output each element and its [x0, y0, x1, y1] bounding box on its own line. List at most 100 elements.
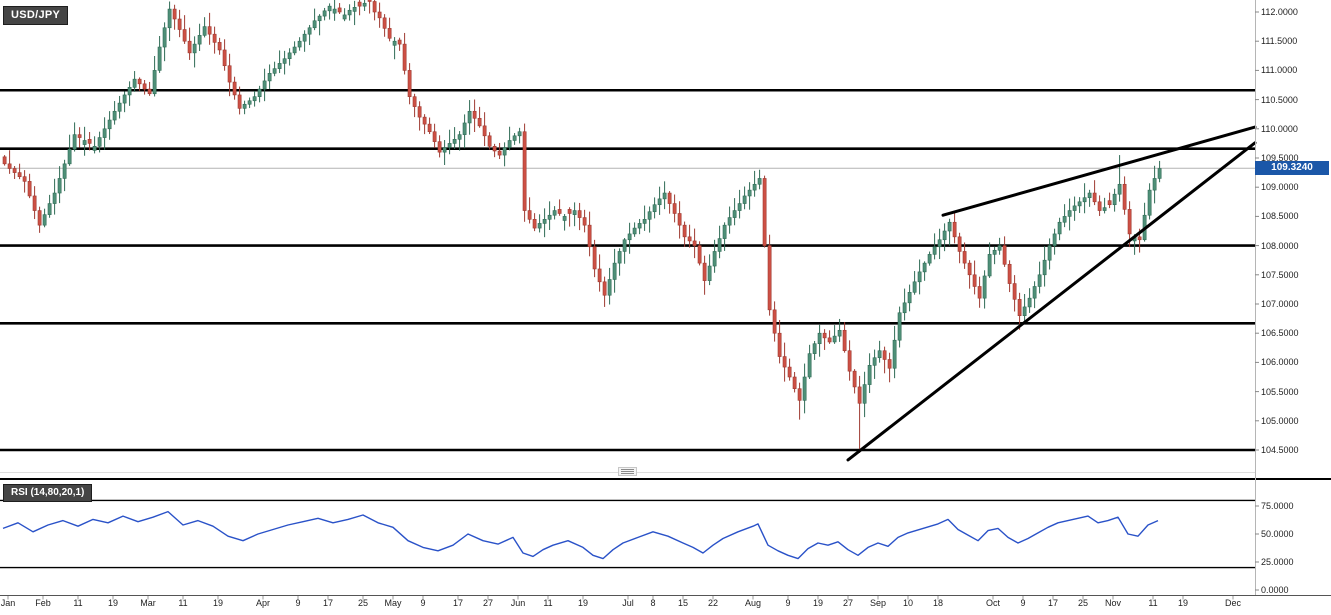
candle-body	[1047, 245, 1052, 261]
candle-body	[127, 87, 132, 96]
candle-body	[892, 339, 897, 369]
candle-body	[952, 221, 957, 238]
candle-body	[637, 223, 642, 229]
price-axis-label: 111.5000	[1261, 36, 1298, 47]
candle-body	[332, 8, 337, 14]
candle-body	[747, 189, 752, 197]
candle-body	[802, 376, 807, 401]
candle-body	[797, 388, 802, 401]
candle-body	[57, 178, 62, 194]
candle-body	[462, 122, 467, 135]
candle-body	[337, 7, 342, 13]
candle-body	[1087, 192, 1092, 199]
candle-body	[617, 251, 622, 264]
candle-body	[717, 238, 722, 252]
candle-body	[772, 309, 777, 334]
trendline	[846, 141, 1257, 462]
candle-body	[752, 183, 757, 191]
candle-body	[477, 117, 482, 127]
time-axis-label: 8	[650, 598, 656, 608]
candle-body	[97, 137, 102, 147]
candle-body	[572, 210, 577, 215]
candle-body	[302, 33, 307, 42]
candle-body	[217, 42, 222, 51]
candle-body	[162, 27, 167, 48]
candle-body	[357, 1, 362, 7]
candle-body	[692, 240, 697, 246]
candle-body	[237, 94, 242, 109]
candle-body	[482, 125, 487, 137]
candle-body	[107, 119, 112, 130]
time-axis-label: May	[384, 598, 402, 608]
candle-body	[67, 148, 72, 165]
candle-body	[792, 376, 797, 389]
candle-body	[787, 366, 792, 378]
price-axis-label: 110.5000	[1261, 94, 1298, 105]
candle-body	[417, 106, 422, 118]
candle-body	[517, 131, 522, 137]
candle-body	[587, 224, 592, 248]
candle-body	[682, 224, 687, 238]
candle-body	[1002, 245, 1007, 265]
candle-body	[577, 210, 582, 218]
time-axis-label: 9	[785, 598, 791, 608]
candle-body	[382, 17, 387, 29]
candle-body	[12, 168, 17, 173]
candle-body	[757, 178, 762, 185]
candle-body	[627, 233, 632, 241]
candle-body	[527, 210, 532, 220]
candle-body	[267, 73, 272, 82]
time-axis[interactable]: Jan Feb 11 19 Mar 11 19 Apr 9 17 25 May 9 17 27 Jun 11 19…	[0, 596, 1331, 615]
candle-body	[232, 81, 237, 96]
candle-body	[37, 210, 42, 226]
candle-body	[262, 80, 267, 90]
candle-body	[657, 198, 662, 206]
candle-body	[782, 356, 787, 368]
candle-body	[362, 2, 367, 7]
candle-body	[1032, 286, 1037, 299]
price-axis-label: 104.5000	[1261, 445, 1299, 455]
candle-body	[967, 262, 972, 276]
candle-body	[292, 46, 297, 54]
price-axis[interactable]: 112.0000 111.5000 111.0000 110.5000 110.0000…	[1255, 0, 1331, 596]
candle-body	[897, 312, 902, 341]
time-axis-label: 9	[295, 598, 301, 608]
candle-body	[567, 209, 572, 214]
candle-body	[377, 11, 382, 19]
candle-body	[82, 140, 87, 145]
candle-body	[687, 236, 692, 242]
candle-body	[317, 15, 322, 22]
price-axis-label: 109.5000	[1261, 153, 1299, 163]
candle-body	[467, 110, 472, 124]
candle-body	[917, 271, 922, 283]
candle-body	[277, 63, 282, 69]
candle-body	[612, 262, 617, 280]
candle-body	[1122, 183, 1127, 210]
candle-body	[372, 1, 377, 13]
candle-body	[1022, 306, 1027, 316]
grip-line-icon	[621, 469, 634, 470]
candle-body	[167, 8, 172, 29]
grip-line-icon	[621, 473, 634, 474]
pane-splitter-handle[interactable]	[618, 467, 637, 476]
candle-body	[1107, 200, 1112, 206]
time-axis-label: 17	[452, 598, 464, 608]
candle-body	[352, 7, 357, 12]
candle-body	[532, 219, 537, 229]
candle-body	[252, 96, 257, 102]
candle-body	[927, 254, 932, 264]
candle-body	[122, 94, 127, 104]
candle-body	[1027, 297, 1032, 308]
candle-body	[592, 246, 597, 270]
candle-body	[422, 116, 427, 125]
candle-body	[1147, 189, 1152, 216]
candle-body	[947, 221, 952, 232]
time-axis-label: 9	[1020, 598, 1026, 608]
candle-body	[872, 357, 877, 366]
candle-body	[512, 135, 517, 141]
candle-body	[177, 18, 182, 30]
candle-body	[1042, 259, 1047, 276]
rsi-line	[2, 510, 1159, 560]
candle-body	[822, 332, 827, 339]
